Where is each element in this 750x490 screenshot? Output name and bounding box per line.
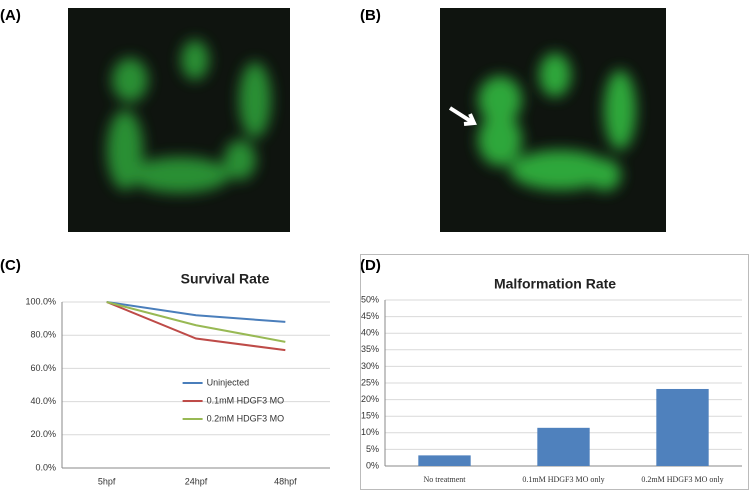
x-tick-label: 0.2mM HDGF3 MO only (641, 475, 723, 484)
y-tick-label: 40.0% (30, 396, 56, 406)
y-tick-label: 20% (361, 394, 379, 404)
panel-label: (A) (0, 7, 21, 24)
x-tick-label: 0.1mM HDGF3 MO only (522, 475, 604, 484)
y-tick-label: 5% (366, 444, 379, 454)
legend-label: 0.1mM HDGF3 MO (207, 395, 285, 405)
micrograph (68, 8, 290, 232)
chart-title: Malformation Rate (494, 276, 616, 292)
y-tick-label: 100.0% (25, 296, 56, 306)
legend-label: 0.2mM HDGF3 MO (207, 413, 285, 423)
legend-label: Uninjected (207, 377, 250, 387)
y-tick-label: 30% (361, 361, 379, 371)
x-tick-label: No treatment (424, 475, 467, 484)
panel-label: (C) (0, 257, 21, 274)
y-tick-label: 80.0% (30, 330, 56, 340)
bar (537, 427, 590, 466)
y-tick-label: 10% (361, 427, 379, 437)
x-tick-label: 24hpf (185, 476, 208, 486)
y-tick-label: 0% (366, 460, 379, 470)
bar (418, 455, 471, 466)
y-tick-label: 20.0% (30, 429, 56, 439)
y-tick-label: 25% (361, 377, 379, 387)
y-tick-label: 40% (361, 328, 379, 338)
chart-title: Survival Rate (181, 271, 270, 287)
x-tick-label: 5hpf (98, 476, 116, 486)
line (106, 301, 286, 352)
y-tick-label: 0.0% (35, 462, 56, 472)
line (106, 301, 286, 323)
y-tick-label: 35% (361, 344, 379, 354)
panel-label: (B) (360, 7, 381, 24)
y-tick-label: 45% (361, 311, 379, 321)
line (106, 301, 286, 343)
x-tick-label: 48hpf (274, 476, 297, 486)
y-tick-label: 60.0% (30, 363, 56, 373)
y-tick-label: 15% (361, 411, 379, 421)
bar (656, 388, 709, 466)
panel-label: (D) (360, 257, 381, 274)
y-tick-label: 50% (361, 294, 379, 304)
micrograph (440, 8, 666, 232)
